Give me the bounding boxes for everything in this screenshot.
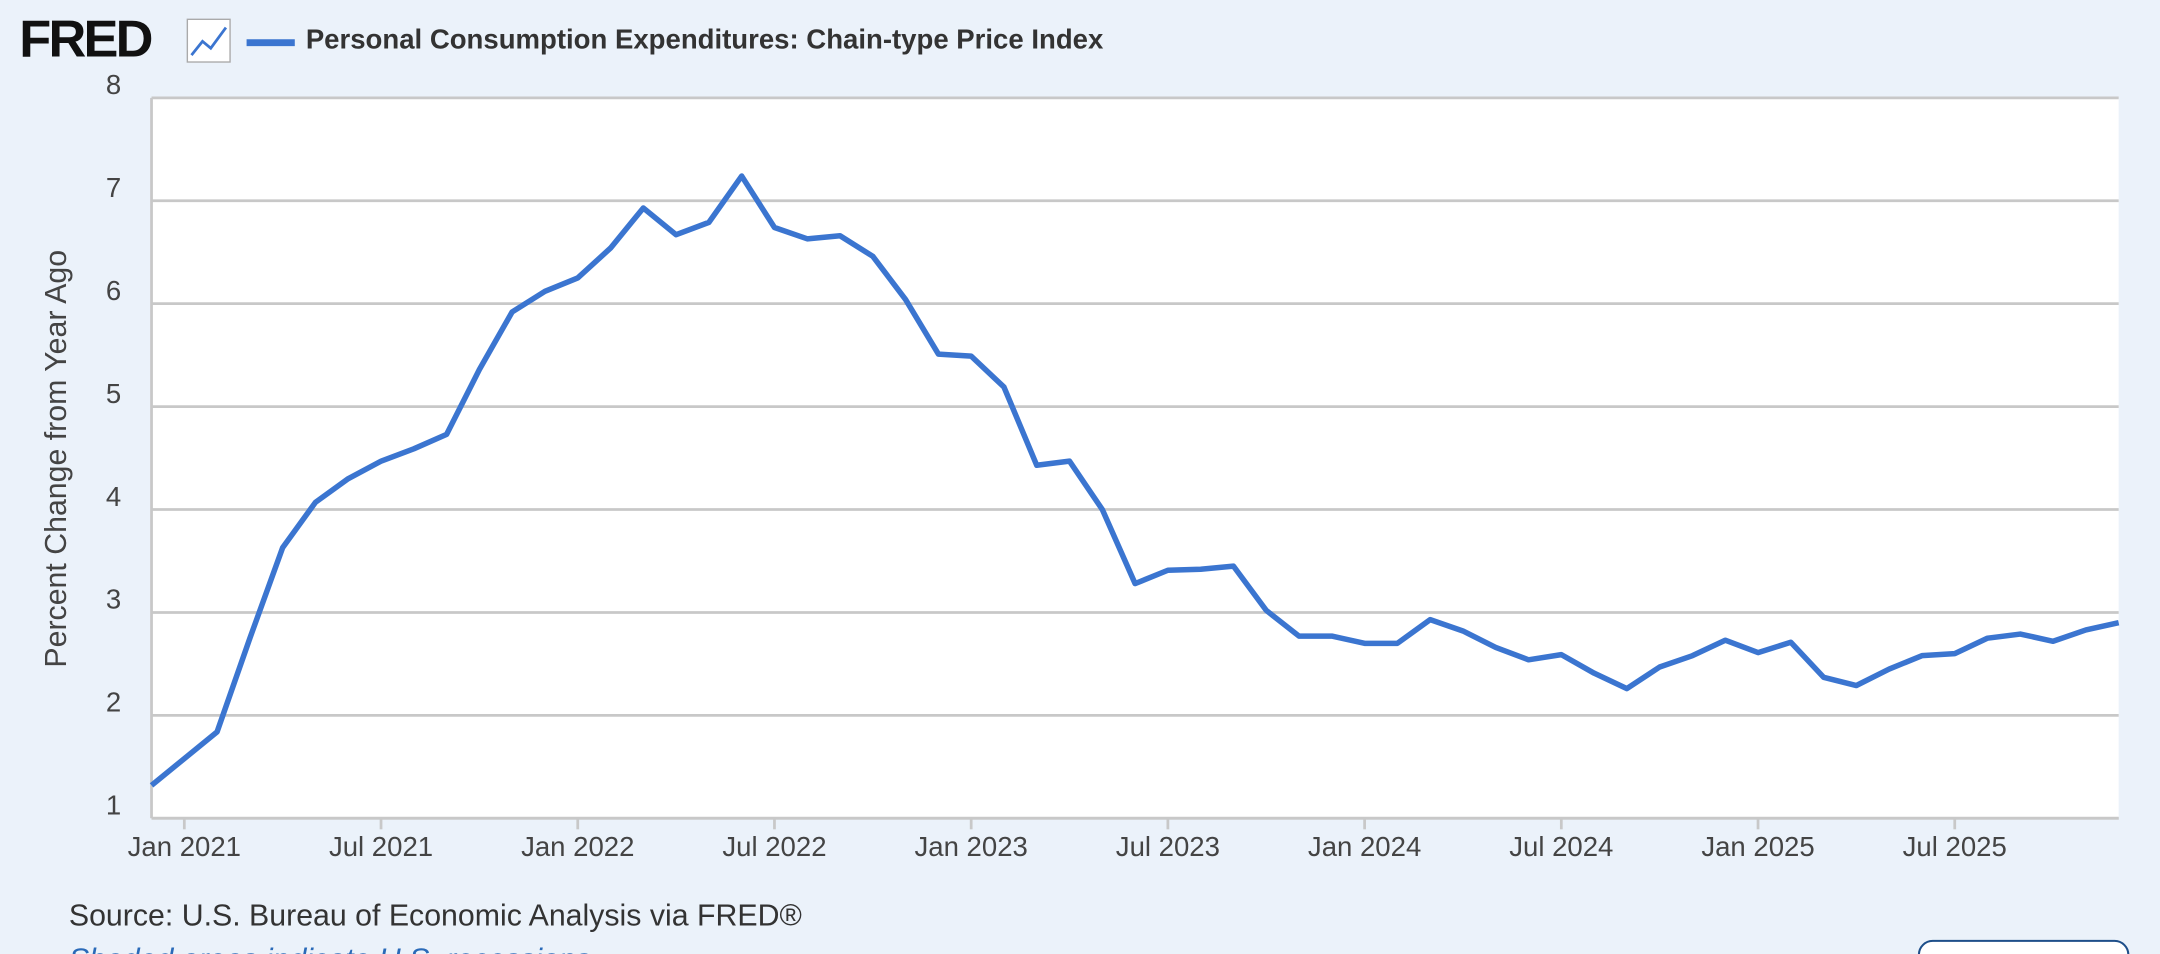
plot-area xyxy=(151,97,2119,819)
x-tick-label: Jul 2023 xyxy=(1116,831,1220,862)
y-axis-label: Percent Change from Year Ago xyxy=(40,250,73,668)
legend-label: Personal Consumption Expenditures: Chain… xyxy=(306,24,1104,55)
x-tick-label: Jul 2024 xyxy=(1509,831,1613,862)
button[interactable] xyxy=(1917,939,2130,954)
y-tick-label: 6 xyxy=(106,275,121,306)
source: Source: U.S. Bureau of Economic Analysis… xyxy=(69,899,802,932)
x-tick-label: Jan 2023 xyxy=(914,831,1027,862)
recession-note[interactable]: Shaded areas indicate U.S. recessions xyxy=(69,944,591,954)
x-tick-label: Jan 2024 xyxy=(1308,831,1421,862)
x-tick-label: Jul 2022 xyxy=(722,831,826,862)
x-tick-label: Jan 2021 xyxy=(128,831,241,862)
x-tick-label: Jan 2022 xyxy=(521,831,634,862)
series-line xyxy=(149,173,2120,788)
x-tick-label: Jan 2025 xyxy=(1701,831,1814,862)
y-tick-label: 4 xyxy=(106,481,121,512)
y-tick-label: 1 xyxy=(106,790,121,821)
x-tick-label: Jul 2021 xyxy=(329,831,433,862)
y-tick-label: 5 xyxy=(106,378,121,409)
y-tick-label: 2 xyxy=(106,687,121,718)
y-tick-label: 8 xyxy=(106,69,121,100)
logo: FRED xyxy=(19,11,151,69)
x-tick-label: Jul 2025 xyxy=(1903,831,2007,862)
y-tick-label: 3 xyxy=(106,584,121,615)
logo-icon xyxy=(186,18,231,63)
logo-icon-line xyxy=(190,26,228,56)
y-tick-label: 7 xyxy=(106,172,121,203)
